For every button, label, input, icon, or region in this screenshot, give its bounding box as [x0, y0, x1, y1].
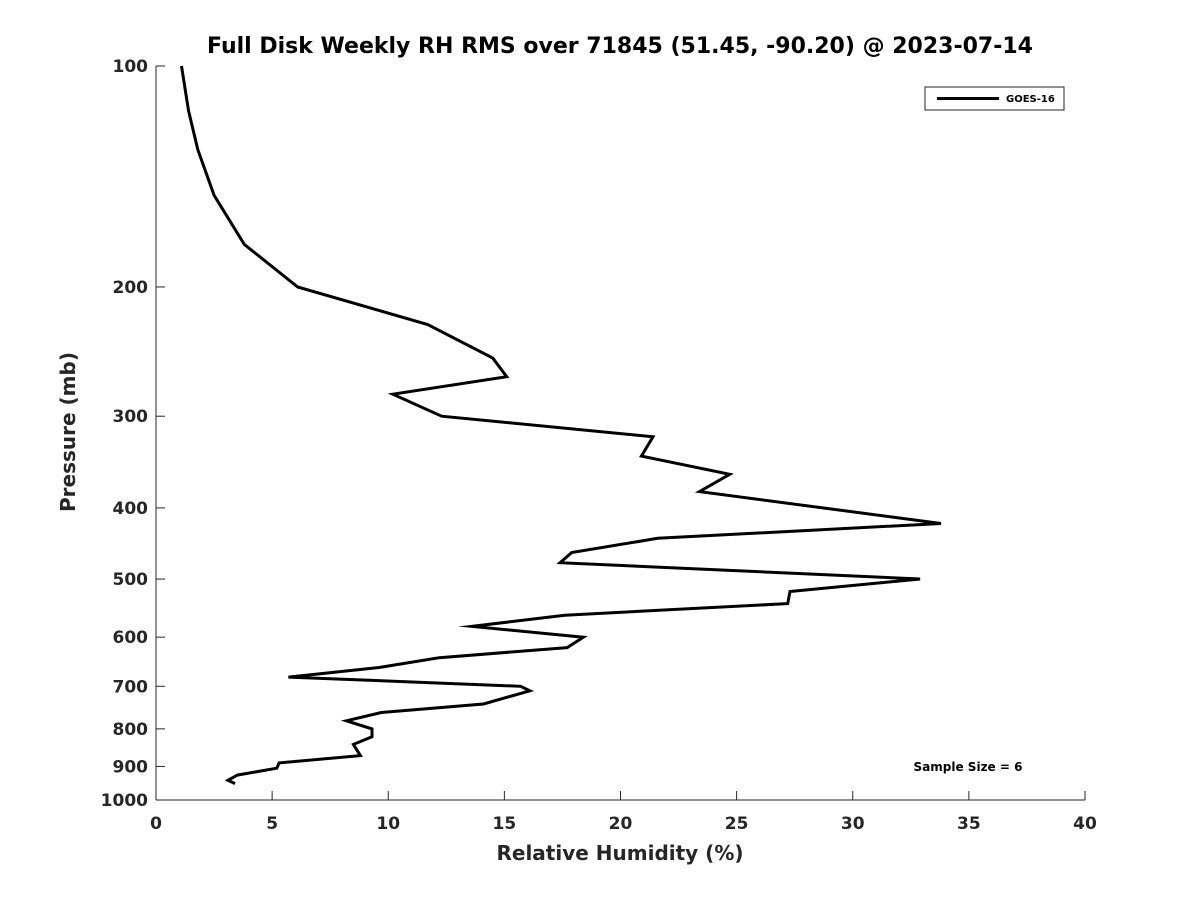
- y-axis-label: Pressure (mb): [56, 352, 80, 512]
- series-layer: [180, 65, 942, 785]
- y-tick-label: 900: [113, 757, 149, 777]
- y-tick-label: 400: [113, 499, 149, 519]
- y-tick-label: 100: [113, 57, 149, 77]
- y-tick-label: 600: [113, 628, 149, 648]
- x-axis-ticks: 0 5 10 15 20 25 30 35 40: [150, 791, 1097, 834]
- x-tick-label: 25: [725, 814, 749, 834]
- y-tick-label: 1000: [101, 791, 148, 811]
- y-tick-label: 200: [113, 278, 149, 298]
- x-tick-label: 15: [493, 814, 517, 834]
- legend: GOES-16: [924, 86, 1065, 111]
- y-tick-label: 300: [113, 407, 149, 427]
- series-line-goes16: [180, 65, 942, 785]
- x-tick-label: 10: [376, 814, 400, 834]
- x-tick-label: 0: [150, 814, 162, 834]
- x-tick-label: 40: [1073, 814, 1097, 834]
- x-tick-label: 5: [266, 814, 278, 834]
- y-axis-ticks: 100 200 300 400 500 600 700 800 900 1000: [101, 57, 165, 811]
- x-tick-label: 20: [609, 814, 633, 834]
- legend-entry-goes16: GOES-16: [1006, 94, 1055, 105]
- y-tick-label: 500: [113, 570, 149, 590]
- x-axis-label: Relative Humidity (%): [496, 841, 743, 865]
- x-tick-label: 30: [841, 814, 865, 834]
- y-tick-label: 700: [113, 677, 149, 697]
- x-tick-label: 35: [957, 814, 981, 834]
- y-tick-label: 800: [113, 720, 149, 740]
- sample-size-annotation: Sample Size = 6: [914, 760, 1023, 774]
- chart-title: Full Disk Weekly RH RMS over 71845 (51.4…: [207, 34, 1033, 59]
